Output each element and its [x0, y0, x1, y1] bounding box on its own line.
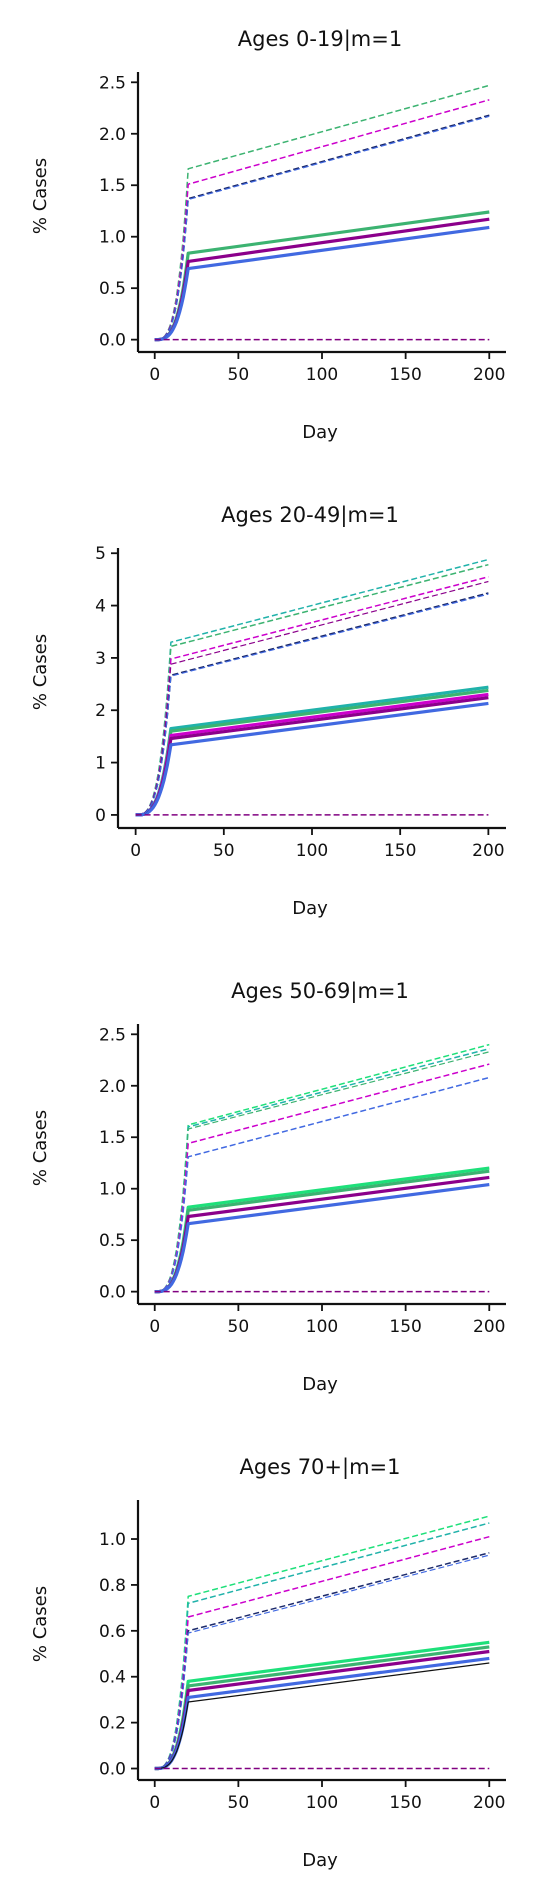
x-tick-label: 200	[472, 841, 504, 861]
y-tick-label: 0.4	[99, 1668, 126, 1688]
y-tick-label: 4	[95, 597, 106, 617]
x-tick-label: 100	[306, 365, 338, 385]
x-tick-label: 150	[384, 841, 416, 861]
chart-title: Ages 0-19|m=1	[238, 27, 402, 52]
solid-series-line	[135, 701, 489, 817]
x-tick-label: 150	[389, 1793, 421, 1813]
chart-marks: 0.0 0.5 1.0 1.5 2.0 2.5 0 50 100 150 200	[99, 1024, 506, 1337]
dashed-series-line	[135, 563, 489, 816]
dashed-series-line	[154, 1043, 490, 1293]
dashed-series-line	[154, 1522, 490, 1770]
x-axis-label: Day	[302, 422, 338, 443]
dashed-series-line	[135, 558, 489, 816]
x-tick-label: 0	[149, 1793, 160, 1813]
y-tick-label: 0	[95, 806, 106, 826]
y-tick-label: 2.5	[99, 73, 126, 93]
x-tick-label: 100	[296, 841, 328, 861]
y-tick-label: 0.2	[99, 1714, 126, 1734]
x-tick-label: 0	[149, 365, 160, 385]
dashed-series-line	[154, 84, 490, 341]
y-tick-label: 1.0	[99, 1530, 126, 1550]
x-tick-label: 200	[473, 365, 505, 385]
y-tick-label: 0.8	[99, 1576, 126, 1596]
x-tick-label: 200	[473, 1317, 505, 1337]
y-tick-label: 1.5	[99, 176, 126, 196]
dashed-series-line	[135, 593, 489, 816]
solid-series-line	[135, 696, 489, 817]
chart-title: Ages 20-49|m=1	[221, 503, 399, 528]
x-tick-label: 100	[306, 1793, 338, 1813]
dashed-series-line	[154, 1552, 490, 1770]
dashed-series-line	[154, 1515, 490, 1770]
chart-marks: 0.0 0.2 0.4 0.6 0.8 1.0 0 50 100 150 200	[99, 1500, 506, 1813]
subplot-ages-0-19: Ages 0-19|m=1 Day % Cases 0.0 0.5 1.0 1.5 2.…	[0, 0, 535, 476]
solid-series-line	[135, 685, 489, 817]
y-tick-label: 0.0	[99, 1283, 126, 1303]
chart-title: Ages 50-69|m=1	[231, 979, 409, 1004]
x-tick-label: 50	[228, 1793, 250, 1813]
x-tick-label: 50	[213, 841, 235, 861]
y-tick-label: 0.5	[99, 279, 126, 299]
solid-series-line	[154, 217, 490, 342]
y-tick-label: 1.0	[99, 1180, 126, 1200]
solid-series-line	[154, 210, 490, 342]
x-tick-label: 100	[306, 1317, 338, 1337]
y-tick-label: 0.0	[99, 1760, 126, 1780]
y-axis-label: % Cases	[30, 634, 51, 710]
y-tick-label: 0.0	[99, 331, 126, 351]
solid-series-line	[154, 1166, 490, 1294]
chart-marks: 0.0 0.5 1.0 1.5 2.0 2.5 0 50 100 150 200	[99, 72, 506, 385]
y-tick-label: 2.5	[99, 1025, 126, 1045]
x-tick-label: 150	[389, 365, 421, 385]
y-tick-label: 3	[95, 649, 106, 669]
solid-series-line	[154, 1656, 490, 1771]
y-tick-label: 5	[95, 544, 106, 564]
y-tick-label: 2.0	[99, 125, 126, 145]
x-axis-label: Day	[292, 898, 328, 919]
x-axis-label: Day	[302, 1850, 338, 1871]
solid-series-line	[154, 1640, 490, 1771]
y-axis-label: % Cases	[30, 1110, 51, 1186]
x-tick-label: 50	[228, 1317, 250, 1337]
chart-svg: Ages 50-69|m=1 Day % Cases 0.0 0.5 1.0 1.5 2…	[30, 979, 506, 1395]
y-tick-label: 0.5	[99, 1231, 126, 1251]
x-tick-label: 0	[149, 1317, 160, 1337]
subplot-ages-20-49: Ages 20-49|m=1 Day % Cases 0 1 2 3 4 5 0 50 100 1…	[0, 476, 535, 952]
y-tick-label: 2	[95, 701, 106, 721]
dashed-series-line	[154, 115, 490, 341]
x-tick-label: 150	[389, 1317, 421, 1337]
x-axis-label: Day	[302, 1374, 338, 1395]
dashed-series-line	[154, 1554, 490, 1770]
y-axis-label: % Cases	[30, 158, 51, 234]
y-tick-label: 2.0	[99, 1077, 126, 1097]
dashed-series-line	[154, 1051, 490, 1293]
y-tick-label: 1.5	[99, 1128, 126, 1148]
chart-svg: Ages 70+|m=1 Day % Cases 0.0 0.2 0.4 0.6 0.8…	[30, 1455, 506, 1871]
x-tick-label: 200	[473, 1793, 505, 1813]
chart-svg: Ages 0-19|m=1 Day % Cases 0.0 0.5 1.0 1.5 2.…	[30, 27, 506, 443]
x-tick-label: 50	[228, 365, 250, 385]
y-axis-label: % Cases	[30, 1586, 51, 1662]
y-tick-label: 1.0	[99, 228, 126, 248]
subplot-ages-50-69: Ages 50-69|m=1 Day % Cases 0.0 0.5 1.0 1.5 2…	[0, 952, 535, 1428]
y-tick-label: 1	[95, 754, 106, 774]
x-tick-label: 0	[130, 841, 141, 861]
y-tick-label: 0.6	[99, 1622, 126, 1642]
subplot-ages-70-plus: Ages 70+|m=1 Day % Cases 0.0 0.2 0.4 0.6 0.8…	[0, 1428, 535, 1904]
dashed-series-line	[154, 1047, 490, 1293]
chart-title: Ages 70+|m=1	[239, 1455, 400, 1480]
